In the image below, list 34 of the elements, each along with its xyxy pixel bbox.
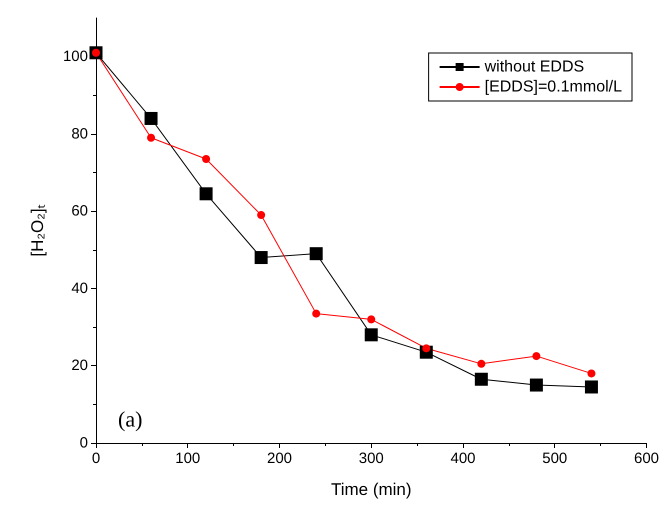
legend-label: [EDDS]=0.1mmol/L bbox=[484, 78, 622, 96]
point bbox=[364, 328, 378, 342]
point bbox=[474, 372, 488, 386]
point bbox=[144, 112, 158, 125]
y-axis-title: [H₂O₂]ₜ bbox=[28, 204, 47, 257]
x-tick-label: 100 bbox=[175, 450, 200, 467]
point bbox=[530, 378, 543, 392]
x-tick-label: 200 bbox=[266, 450, 292, 467]
annotation: (a) bbox=[118, 406, 142, 432]
y-tick-label: 60 bbox=[71, 202, 88, 220]
y-tick-label: 40 bbox=[71, 280, 88, 297]
point bbox=[587, 369, 596, 378]
legend-label: without EDDS bbox=[484, 58, 584, 76]
point bbox=[584, 380, 598, 394]
point bbox=[202, 155, 210, 164]
point bbox=[147, 134, 156, 142]
point bbox=[310, 247, 323, 260]
y-tick-label: 0 bbox=[80, 434, 88, 452]
point bbox=[312, 310, 320, 318]
y-tick-label: 80 bbox=[71, 125, 88, 142]
point bbox=[477, 360, 486, 368]
x-tick-label: 300 bbox=[358, 450, 384, 467]
x-tick-label: 500 bbox=[542, 450, 568, 467]
x-tick-label: 400 bbox=[450, 450, 476, 467]
x-axis-title: Time (min) bbox=[330, 480, 412, 499]
point bbox=[257, 211, 266, 220]
point bbox=[367, 315, 376, 324]
x-tick-label: 600 bbox=[634, 450, 659, 467]
point bbox=[532, 352, 540, 360]
point bbox=[254, 251, 268, 264]
x-tick-label: 0 bbox=[92, 450, 100, 467]
y-tick-label: 100 bbox=[62, 48, 88, 66]
y-tick-label: 20 bbox=[71, 357, 88, 374]
point bbox=[200, 187, 213, 200]
